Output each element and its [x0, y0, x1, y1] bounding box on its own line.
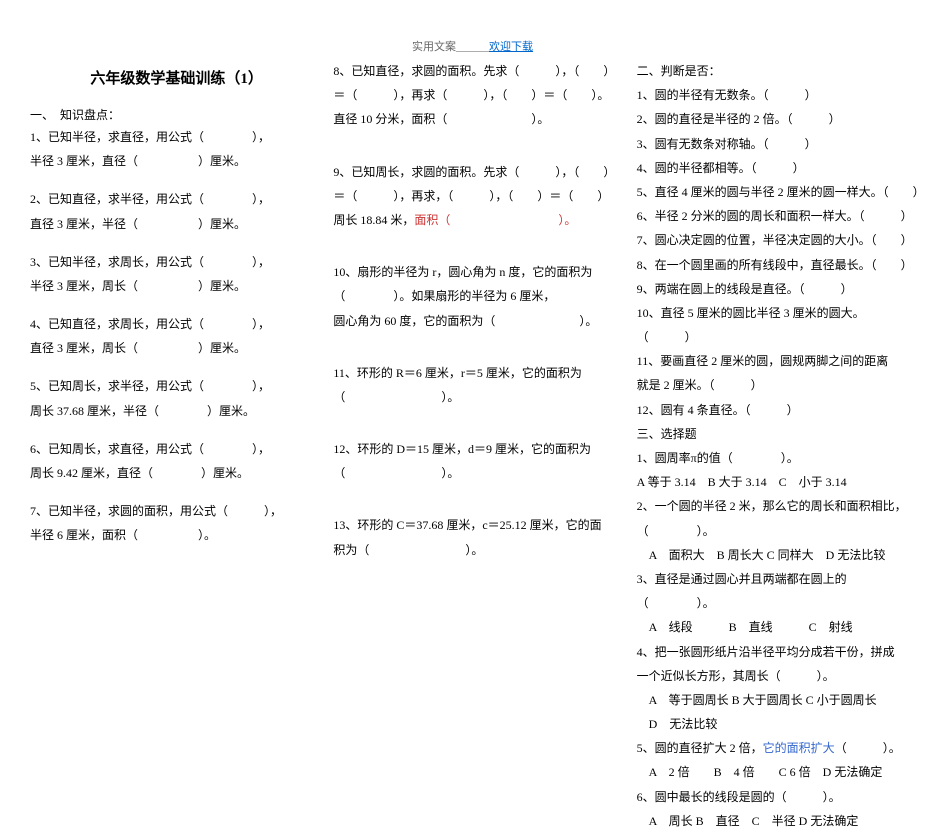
j5: 5、直径 4 厘米的圆与半径 2 厘米的圆一样大。（ ） — [637, 181, 930, 203]
j2: 2、圆的直径是半径的 2 倍。（ ） — [637, 108, 930, 130]
q8-line3: 直径 10 分米，面积（ ）。 — [333, 108, 626, 130]
q9-line1: 9、已知周长，求圆的面积。先求（ ），（ ） — [333, 161, 626, 183]
c6b: A 周长 B 直径 C 半径 D 无法确定 — [637, 810, 930, 832]
q3-line1: 3、已知半径，求周长，用公式（ ）， — [30, 251, 323, 273]
j10a: 10、直径 5 厘米的圆比半径 3 厘米的圆大。 — [637, 302, 930, 324]
c4c: A 等于圆周长 B 大于圆周长 C 小于圆周长 — [637, 689, 930, 711]
q10-line1: 10、扇形的半径为 r，圆心角为 n 度，它的面积为 — [333, 261, 626, 283]
j10b: （ ） — [637, 326, 930, 348]
q7-line2: 半径 6 厘米，面积（ ）。 — [30, 524, 323, 546]
j3: 3、圆有无数条对称轴。（ ） — [637, 133, 930, 155]
q12-line2: （ ）。 — [333, 462, 626, 484]
section-3-head: 三、选择题 — [637, 423, 930, 445]
c3b: （ ）。 — [637, 592, 930, 614]
c2a: 2、一个圆的半径 2 米，那么它的周长和面积相比， — [637, 495, 930, 517]
c4d: D 无法比较 — [637, 713, 930, 735]
header-link: 欢迎下载 — [489, 41, 533, 53]
worksheet-title: 六年级数学基础训练（1） — [30, 66, 323, 94]
c3a: 3、直径是通过圆心并且两端都在圆上的 — [637, 568, 930, 590]
q1-line2: 半径 3 厘米，直径（ ）厘米。 — [30, 150, 323, 172]
j8: 8、在一个圆里画的所有线段中，直径最长。（ ） — [637, 254, 930, 276]
q6-line1: 6、已知周长，求直径，用公式（ ）， — [30, 438, 323, 460]
q9-line3-a: 周长 18.84 米， — [333, 213, 414, 227]
header-prefix: 实用文案 — [412, 41, 456, 53]
q6-line2: 周长 9.42 厘米，直径（ ）厘米。 — [30, 462, 323, 484]
j7: 7、圆心决定圆的位置，半径决定圆的大小。（ ） — [637, 229, 930, 251]
q4-line1: 4、已知直径，求周长，用公式（ ）， — [30, 313, 323, 335]
column-1: 六年级数学基础训练（1） 一、 知识盘点： 1、已知半径，求直径，用公式（ ），… — [30, 60, 323, 834]
q5-line2: 周长 37.68 厘米，半径（ ）厘米。 — [30, 400, 323, 422]
q9-line2: ＝（ ），再求，（ ），（ ）＝（ ） — [333, 185, 626, 207]
q9-line3-red: 面积（ ）。 — [414, 213, 576, 227]
section-1-head: 一、 知识盘点： — [30, 104, 323, 126]
c5a-1: 5、圆的直径扩大 2 倍， — [637, 741, 763, 755]
column-2: 8、已知直径，求圆的面积。先求（ ），（ ） ＝（ ），再求（ ），（ ）＝（ … — [333, 60, 626, 834]
q1-line1: 1、已知半径，求直径，用公式（ ）， — [30, 126, 323, 148]
q8-line1: 8、已知直径，求圆的面积。先求（ ），（ ） — [333, 60, 626, 82]
q13-line2: 积为（ ）。 — [333, 539, 626, 561]
c5a-2: （ ）。 — [835, 741, 901, 755]
q11-line2: （ ）。 — [333, 386, 626, 408]
c1a: 1、圆周率π的值（ ）。 — [637, 447, 930, 469]
j9: 9、两端在圆上的线段是直径。（ ） — [637, 278, 930, 300]
q2-line2: 直径 3 厘米，半径（ ）厘米。 — [30, 213, 323, 235]
c2b: （ ）。 — [637, 520, 930, 542]
c1b: A 等于 3.14 B 大于 3.14 C 小于 3.14 — [637, 471, 930, 493]
q10-line2: （ ）。如果扇形的半径为 6 厘米， — [333, 285, 626, 307]
q2-line1: 2、已知直径，求半径，用公式（ ）， — [30, 188, 323, 210]
j11a: 11、要画直径 2 厘米的圆，圆规两脚之间的距离 — [637, 350, 930, 372]
q5-line1: 5、已知周长，求半径，用公式（ ）， — [30, 375, 323, 397]
q10-line3: 圆心角为 60 度，它的面积为（ ）。 — [333, 310, 626, 332]
c5a: 5、圆的直径扩大 2 倍，它的面积扩大（ ）。 — [637, 737, 930, 759]
q7-line1: 7、已知半径，求圆的面积，用公式（ ）， — [30, 500, 323, 522]
q8-line2: ＝（ ），再求（ ），（ ）＝（ ）。 — [333, 84, 626, 106]
q9-line3: 周长 18.84 米，面积（ ）。 — [333, 209, 626, 231]
j1: 1、圆的半径有无数条。（ ） — [637, 84, 930, 106]
c5a-blue: 它的面积扩大 — [763, 741, 835, 755]
c3c: A 线段 B 直线 C 射线 — [637, 616, 930, 638]
q13-line1: 13、环形的 C＝37.68 厘米，c＝25.12 厘米，它的面 — [333, 514, 626, 536]
section-2-head: 二、判断是否： — [637, 60, 930, 82]
c6a: 6、圆中最长的线段是圆的（ ）。 — [637, 786, 930, 808]
j12: 12、圆有 4 条直径。（ ） — [637, 399, 930, 421]
content-columns: 六年级数学基础训练（1） 一、 知识盘点： 1、已知半径，求直径，用公式（ ），… — [30, 60, 930, 834]
c2c: A 面积大 B 周长大 C 同样大 D 无法比较 — [637, 544, 930, 566]
q3-line2: 半径 3 厘米，周长（ ）厘米。 — [30, 275, 323, 297]
column-3: 二、判断是否： 1、圆的半径有无数条。（ ） 2、圆的直径是半径的 2 倍。（ … — [637, 60, 930, 834]
page-header: 实用文案______欢迎下载 — [0, 38, 945, 54]
j4: 4、圆的半径都相等。（ ） — [637, 157, 930, 179]
c4a: 4、把一张圆形纸片沿半径平均分成若干份，拼成 — [637, 641, 930, 663]
j6: 6、半径 2 分米的圆的周长和面积一样大。（ ） — [637, 205, 930, 227]
c4b: 一个近似长方形，其周长（ ）。 — [637, 665, 930, 687]
q4-line2: 直径 3 厘米，周长（ ）厘米。 — [30, 337, 323, 359]
j11b: 就是 2 厘米。（ ） — [637, 374, 930, 396]
c5b: A 2 倍 B 4 倍 C 6 倍 D 无法确定 — [637, 761, 930, 783]
q12-line1: 12、环形的 D＝15 厘米，d＝9 厘米，它的面积为 — [333, 438, 626, 460]
q11-line1: 11、环形的 R＝6 厘米，r＝5 厘米，它的面积为 — [333, 362, 626, 384]
